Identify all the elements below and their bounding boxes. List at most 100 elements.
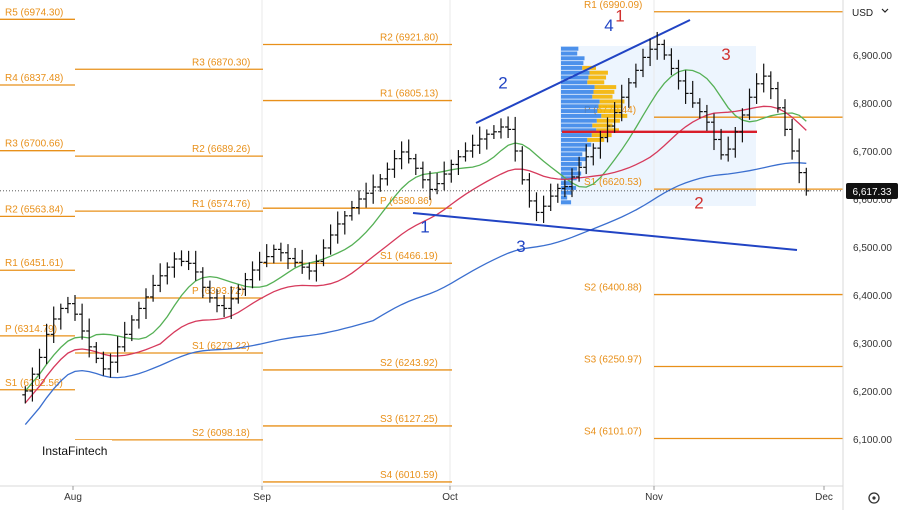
wave-label-blue: 1 — [420, 218, 429, 237]
month-tick-label: Sep — [253, 492, 271, 503]
pivot-label: S3 (6250.97) — [584, 355, 642, 366]
price-tick-label: 6,300.00 — [853, 339, 892, 350]
pivot-label: P (6314.79) — [5, 324, 57, 335]
brand-background — [38, 440, 112, 462]
moving-average-line — [24, 162, 807, 426]
pivot-label: R4 (6837.48) — [5, 73, 63, 84]
volume-profile — [561, 46, 628, 205]
moving-average-line — [24, 105, 807, 404]
volume-profile-bar — [561, 128, 597, 133]
price-tick-label: 6,100.00 — [853, 435, 892, 446]
volume-profile-bar — [561, 89, 594, 94]
volume-profile-bar — [561, 61, 584, 66]
pivot-label: R2 (6563.84) — [5, 204, 63, 215]
volume-profile-bar — [561, 113, 602, 118]
moving-average-line — [24, 69, 807, 392]
pivot-label: R5 (6974.30) — [5, 7, 63, 18]
volume-profile-bar-highlight — [592, 123, 613, 128]
last-price-value: 6,617.33 — [853, 187, 892, 198]
volume-profile-bar — [561, 147, 587, 152]
volume-profile-bar — [561, 109, 598, 114]
volume-profile-bar — [561, 65, 583, 70]
price-tick-label: 6,400.00 — [853, 291, 892, 302]
moving-averages — [24, 69, 807, 426]
vertical-separators — [261, 0, 655, 486]
brand-logo-text: InstaFintech — [42, 444, 107, 458]
pivot-label: R1 (6451.61) — [5, 258, 63, 269]
volume-profile-bar — [561, 142, 592, 147]
pivot-levels: R5 (6974.30) R4 (6837.48) R3 (6700.66) R2 (… — [0, 0, 843, 483]
pivot-label: S2 (6098.18) — [192, 428, 250, 439]
volume-profile-bar-highlight — [596, 118, 620, 123]
volume-profile-bar — [561, 152, 583, 157]
pivot-label: P (6393.72) — [192, 286, 244, 297]
volume-profile-bar-highlight — [592, 94, 613, 99]
pivot-label: S1 (6620.53) — [584, 177, 642, 188]
pivot-label: R3 (6700.66) — [5, 139, 63, 150]
volume-profile-bar — [561, 195, 568, 200]
currency-chevron-down-icon[interactable] — [881, 8, 889, 13]
settings-gear-icon[interactable] — [868, 492, 880, 504]
volume-profile-bar-highlight — [594, 85, 617, 90]
month-tick-label: Aug — [64, 492, 82, 503]
volume-profile-bar — [561, 94, 593, 99]
volume-profile-bar-highlight — [591, 133, 612, 138]
volume-profile-bar — [561, 46, 579, 51]
volume-profile-bar-highlight — [598, 104, 623, 109]
pivot-label: S2 (6400.88) — [584, 283, 642, 294]
trend-lines — [412, 19, 798, 251]
volume-profile-bar — [561, 171, 582, 176]
volume-profile-bar — [561, 118, 597, 123]
pivot-label: R2 (6921.80) — [380, 33, 438, 44]
volume-profile-bar — [561, 133, 592, 138]
volume-profile-bar — [561, 123, 593, 128]
wave-label-red: 3 — [721, 45, 730, 64]
month-tick-label: Oct — [442, 492, 458, 503]
price-tick-label: 6,200.00 — [853, 387, 892, 398]
price-tick-label: 6,900.00 — [853, 51, 892, 62]
month-tick-labels: Aug Sep Oct Nov Dec — [64, 486, 833, 503]
pivot-label: S2 (6243.92) — [380, 358, 438, 369]
volume-profile-bar — [561, 104, 599, 109]
volume-profile-bar — [561, 157, 587, 162]
volume-profile-bar — [561, 166, 578, 171]
lower-trend-line — [412, 212, 798, 251]
volume-profile-bar — [561, 137, 588, 142]
volume-profile-bar — [561, 99, 600, 104]
price-tick-label: 6,600.00 — [853, 195, 892, 206]
volume-profile-bar-highlight — [593, 89, 615, 94]
volume-profile-bar — [561, 51, 578, 56]
price-tick-label: 6,800.00 — [853, 99, 892, 110]
pivot-label: S4 (6101.07) — [584, 426, 642, 437]
volume-profile-bar — [561, 185, 577, 190]
volume-profile-bar — [561, 80, 588, 85]
last-price-badge — [846, 183, 898, 199]
pivot-label: R3 (6870.30) — [192, 57, 250, 68]
volume-profile-bar-highlight — [589, 70, 608, 75]
pivot-label: S1 (6466.19) — [380, 251, 438, 262]
wave-label-red: 2 — [694, 194, 703, 213]
volume-profile-bar-highlight — [597, 109, 621, 114]
volume-profile-bar — [561, 56, 585, 61]
volume-profile-bar — [561, 70, 590, 75]
volume-profile-bar — [561, 181, 573, 186]
currency-label: USD — [852, 8, 873, 19]
volume-profile-bar — [561, 161, 582, 166]
pivot-label: R1 (6990.09) — [584, 0, 642, 11]
pivot-label: R1 (6805.13) — [380, 89, 438, 100]
time-axis: Aug Sep Oct Nov Dec — [0, 485, 880, 504]
price-axis: 6,100.00 6,200.00 6,300.00 6,400.00 6,500.00… — [842, 0, 898, 510]
wave-label-blue: 2 — [498, 74, 507, 93]
price-tick-labels: 6,100.00 6,200.00 6,300.00 6,400.00 6,500.00… — [853, 51, 892, 446]
wave-label-blue: 4 — [604, 16, 613, 35]
pivot-label: S4 (6010.59) — [380, 470, 438, 481]
volume-profile-bar-highlight — [587, 137, 605, 142]
price-tick-label: 6,500.00 — [853, 243, 892, 254]
price-tick-label: 6,700.00 — [853, 147, 892, 158]
volume-profile-bar-highlight — [599, 99, 625, 104]
wave-label-red: 1 — [615, 6, 624, 25]
month-tick-label: Nov — [645, 492, 663, 503]
pivot-label: R2 (6689.26) — [192, 144, 250, 155]
